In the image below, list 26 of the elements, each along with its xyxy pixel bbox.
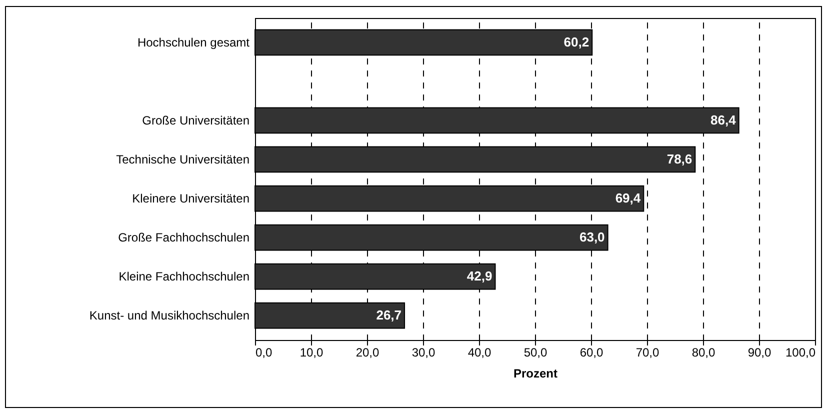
data-label: 63,0 — [579, 230, 605, 245]
data-label: 78,6 — [666, 151, 692, 166]
data-label: 26,7 — [376, 308, 402, 323]
x-tick-label: 40,0 — [468, 346, 492, 360]
x-tick-label: 30,0 — [412, 346, 436, 360]
x-tick-label: 60,0 — [580, 346, 604, 360]
y-tick-label: Kleine Fachhochschulen — [118, 270, 250, 284]
data-label: 69,4 — [615, 190, 642, 206]
data-label: 86,4 — [710, 112, 737, 128]
y-tick-label: Hochschulen gesamt — [137, 35, 250, 50]
x-tick-label: 100,0 — [785, 346, 816, 360]
y-tick-label: Kleinere Universitäten — [132, 192, 250, 206]
x-axis-title: Prozent — [513, 366, 558, 380]
y-tick-label: Große Universitäten — [142, 113, 250, 128]
x-tick-label: 70,0 — [636, 346, 660, 360]
data-label: 60,2 — [564, 34, 590, 50]
y-tick-label: Technische Universitäten — [116, 152, 250, 166]
data-label: 42,9 — [466, 268, 492, 284]
y-tick-label: Große Fachhochschulen — [118, 230, 250, 245]
x-tick-label: 90,0 — [748, 346, 772, 360]
x-tick-label: 50,0 — [524, 346, 548, 360]
x-tick-label: 0,0 — [256, 346, 273, 360]
y-tick-label: Kunst- und Musikhochschulen — [89, 308, 250, 323]
x-tick-label: 80,0 — [692, 346, 716, 360]
x-tick-label: 10,0 — [300, 346, 324, 360]
x-tick-label: 20,0 — [356, 346, 380, 360]
